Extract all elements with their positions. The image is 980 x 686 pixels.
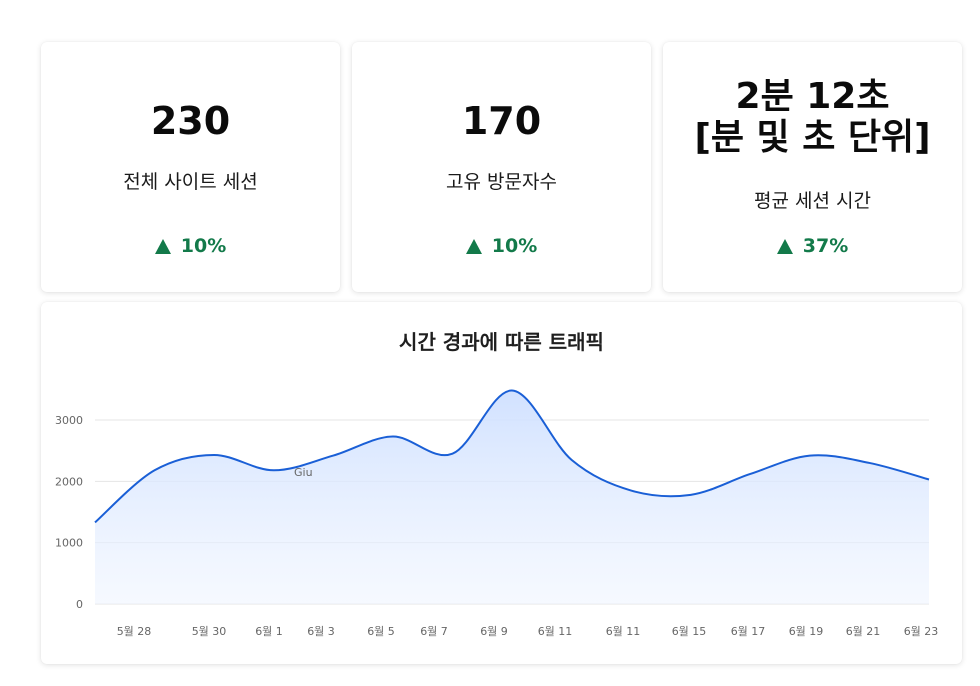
- traffic-chart-card: 시간 경과에 따른 트래픽 0 1000 2000 3000 5월 28 5월 30 6월 …: [41, 302, 962, 664]
- kpi-value: 170: [461, 99, 542, 143]
- data-point: [927, 477, 931, 481]
- data-point: [808, 454, 812, 458]
- y-tick-label: 1000: [55, 537, 83, 550]
- x-tick-label: 6월 11: [606, 625, 641, 638]
- x-tick-label: 5월 30: [192, 625, 227, 638]
- kpi-delta: 10%: [352, 235, 651, 257]
- trend-up-icon: [776, 238, 793, 254]
- series-line: [94, 389, 930, 524]
- chart-title: 시간 경과에 따른 트래픽: [399, 330, 604, 354]
- data-point: [93, 520, 97, 524]
- data-point: [212, 453, 216, 457]
- data-point: [272, 468, 276, 472]
- x-tick-label: 6월 23: [904, 625, 939, 638]
- y-tick-label: 0: [76, 598, 83, 611]
- data-point: [748, 472, 752, 476]
- data-point: [331, 454, 335, 458]
- data-point: [570, 458, 574, 462]
- x-tick-label: 6월 17: [731, 625, 766, 638]
- kpi-value-line2: [분 및 초 단위]: [694, 117, 931, 158]
- kpi-label: 평균 세션 시간: [754, 190, 871, 212]
- x-tick-label: 6월 1: [255, 625, 283, 638]
- x-tick-label: 6월 15: [672, 625, 707, 638]
- trend-up-icon: [154, 238, 171, 254]
- x-tick-label: 6월 7: [420, 625, 448, 638]
- kpi-label: 고유 방문자수: [446, 171, 557, 193]
- x-tick-label: 5월 28: [117, 625, 152, 638]
- data-point: [391, 435, 395, 439]
- x-tick-label: 6월 9: [480, 625, 508, 638]
- kpi-delta-value: 37%: [802, 235, 849, 257]
- series-area: [95, 390, 929, 604]
- x-tick-label: 6월 3: [307, 625, 335, 638]
- kpi-delta-value: 10%: [180, 235, 227, 257]
- data-point: [867, 461, 871, 465]
- data-point: [510, 389, 514, 393]
- data-point: [689, 493, 693, 497]
- chart-annotation: Giu: [294, 466, 313, 479]
- x-tick-label: 6월 11: [538, 625, 573, 638]
- kpi-card-unique-visitors: 170 고유 방문자수 10%: [352, 42, 651, 292]
- data-point: [153, 468, 157, 472]
- x-tick-label: 6월 21: [846, 625, 881, 638]
- kpi-label: 전체 사이트 세션: [123, 171, 258, 193]
- kpi-delta: 10%: [41, 235, 340, 257]
- kpi-delta: 37%: [663, 235, 962, 257]
- kpi-delta-value: 10%: [491, 235, 538, 257]
- trend-up-icon: [465, 238, 482, 254]
- kpi-value: 230: [150, 99, 231, 143]
- data-point: [450, 452, 454, 456]
- data-point: [629, 489, 633, 493]
- traffic-area-chart: 0 1000 2000 3000 5월 28 5월 30 6월 1 6월 3 6월 5 6월 7 6…: [55, 389, 939, 638]
- x-tick-label: 6월 5: [367, 625, 395, 638]
- kpi-card-sessions: 230 전체 사이트 세션 10%: [41, 42, 340, 292]
- kpi-value-line1: 2분 12초: [735, 76, 890, 117]
- x-tick-label: 6월 19: [789, 625, 824, 638]
- y-tick-label: 3000: [55, 414, 83, 427]
- kpi-card-avg-session: 2분 12초 [분 및 초 단위] 평균 세션 시간 37%: [663, 42, 962, 292]
- y-tick-label: 2000: [55, 475, 83, 488]
